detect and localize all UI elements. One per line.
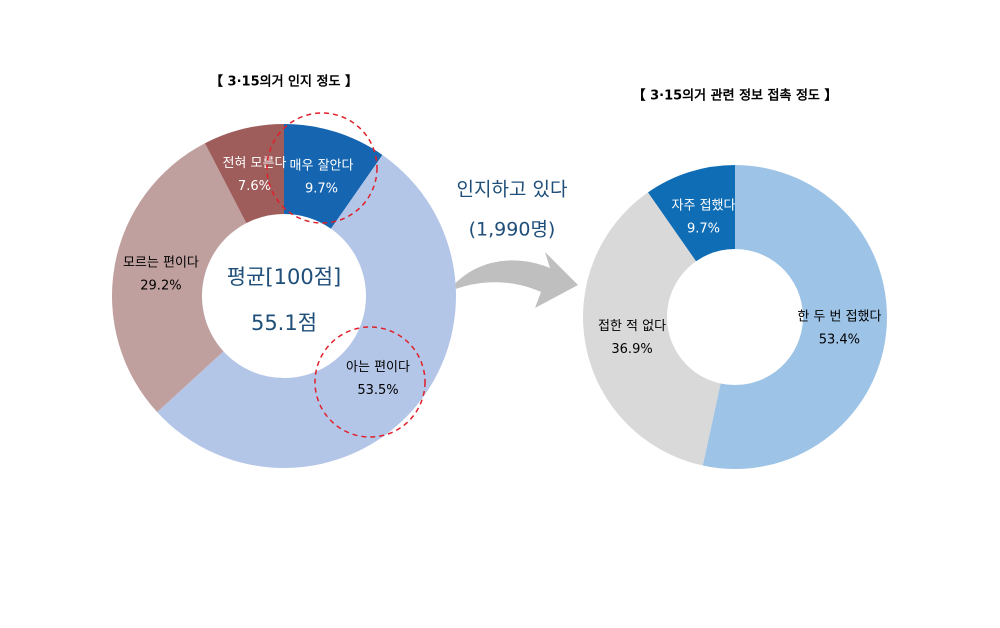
connector-text: (1,990명) <box>469 219 556 241</box>
slice-label: 한 두 번 접했다 <box>797 309 881 325</box>
slice-value: 9.7% <box>305 181 338 196</box>
donut-slice <box>111 143 247 413</box>
arrow <box>448 252 578 308</box>
slice-value: 53.4% <box>819 333 860 348</box>
connector-text: 인지하고 있다 <box>457 179 568 201</box>
slice-value: 36.9% <box>611 342 652 357</box>
donut-slice <box>157 154 457 469</box>
slice-label: 자주 접했다 <box>672 197 736 213</box>
donut-slice <box>647 165 735 262</box>
slice-value: 7.6% <box>238 179 271 194</box>
slice-value: 9.7% <box>687 221 720 236</box>
slice-label: 전혀 모른다 <box>222 156 286 171</box>
chart-title: 【 3·15의거 인지 정도 】 <box>210 74 358 90</box>
donut-slice <box>582 192 721 466</box>
donut-slice <box>702 165 888 469</box>
center-text: 55.1점 <box>251 311 317 335</box>
donut-slice <box>284 124 383 229</box>
slice-label: 매우 잘안다 <box>290 158 354 173</box>
slice-label: 아는 편이다 <box>346 360 410 375</box>
donut-slice <box>204 124 284 224</box>
slice-label: 모르는 편이다 <box>123 256 199 271</box>
chart-title: 【 3·15의거 관련 정보 접촉 정도 】 <box>633 88 838 104</box>
slice-value: 29.2% <box>140 279 181 294</box>
slice-label: 접한 적 없다 <box>598 319 666 334</box>
center-text: 평균[100점] <box>227 265 341 289</box>
highlight-circle <box>314 326 426 438</box>
highlight-circle <box>266 112 378 224</box>
slice-value: 53.5% <box>357 383 398 398</box>
